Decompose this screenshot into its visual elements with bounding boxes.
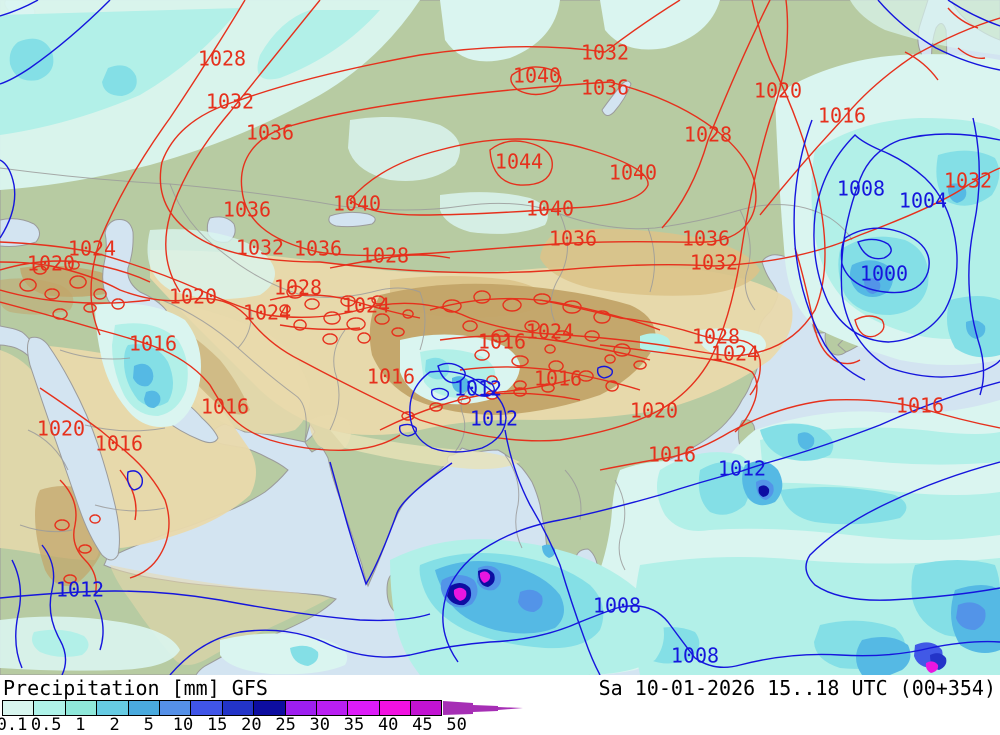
isobar-label: 1028 — [198, 47, 246, 71]
precip-scale-cell — [253, 700, 286, 716]
precip-scale-cell — [64, 700, 98, 716]
precip-scale-tick: 15 — [206, 715, 228, 735]
isobar-label: 1032 — [581, 41, 629, 65]
precip-scale-cell — [221, 700, 255, 716]
isobar-labels: 1028 1032 1040 1036 1020 1032 1016 1028 1036 1044… — [27, 41, 992, 668]
isobars-high — [0, 0, 1000, 596]
isobar-label: 1012 — [718, 457, 766, 481]
isobar-label: 1028 — [274, 276, 322, 300]
isobar-label: 1008 — [837, 177, 885, 201]
precip-scale-tick: 35 — [343, 715, 365, 735]
isobar-label: 1020 — [169, 285, 217, 309]
isobar-label: 1012 — [56, 578, 104, 602]
isobar-label: 1016 — [648, 443, 696, 467]
isobar-label: 1024 — [68, 237, 116, 261]
isobar-label: 1032 — [944, 169, 992, 193]
isobar-label: 1028 — [361, 244, 409, 268]
precip-scale-tick: 10 — [172, 715, 194, 735]
isobar-label: 1024 — [711, 342, 759, 366]
isobar-label: 1016 — [534, 367, 582, 391]
precip-scale-tick: 30 — [309, 715, 331, 735]
isobar-label: 1016 — [367, 365, 415, 389]
isobar-label: 1016 — [129, 332, 177, 356]
precip-scale-cell — [158, 700, 192, 716]
isobar-label: 1016 — [95, 432, 143, 456]
isobar-label: 1032 — [690, 251, 738, 275]
precip-scale-cell — [410, 700, 443, 716]
precip-scale-cell — [284, 700, 317, 716]
isobar-label: 1020 — [37, 417, 85, 441]
isobar-label: 1040 — [526, 197, 574, 221]
isobar-label: 1024 — [342, 294, 390, 318]
country-borders — [0, 167, 853, 571]
legend-bar: Precipitation [mm] GFS Sa 10-01-2026 15.… — [0, 675, 1000, 735]
isobar-label: 1028 — [692, 325, 740, 349]
isobar-label: 1040 — [609, 161, 657, 185]
precip-scale-tick: 0.1 — [0, 715, 28, 735]
precip-scale-tick: 20 — [241, 715, 262, 735]
precip-scale-tick: 25 — [275, 715, 296, 735]
isobar-label: 1020 — [27, 252, 75, 276]
precip-scale-cell — [127, 700, 160, 716]
precip-scale-tick: 5 — [143, 715, 154, 735]
isobars-low — [0, 0, 1000, 675]
isobar-label: 1044 — [495, 150, 543, 174]
isobar-label: 1008 — [593, 594, 641, 618]
precip-scale-cell — [378, 700, 412, 716]
precip-scale-cell — [2, 700, 35, 716]
isobar-label: 1016 — [896, 394, 944, 418]
precip-scale-arrow-icon — [443, 701, 523, 715]
precip-scale-ticks: 0.1 0.5 1 2 5 10 15 20 25 30 35 40 45 50 — [0, 715, 560, 735]
precip-scale-tick: 1 — [75, 715, 86, 735]
precip-scale-cell — [190, 700, 223, 716]
isobar-label: 1016 — [201, 395, 249, 419]
precip-scale-cells — [2, 700, 443, 716]
isobar-label: 1036 — [223, 198, 271, 222]
isobar-label: 1032 — [236, 236, 284, 260]
isobar-label: 1040 — [333, 192, 381, 216]
isobar-label: 1024 — [243, 301, 291, 325]
isobar-label: 1036 — [246, 121, 294, 145]
isobar-label: 1000 — [860, 262, 908, 286]
precip-scale-cell — [33, 700, 66, 716]
isobar-label: 1016 — [478, 330, 526, 354]
isobar-label: 1012 — [470, 407, 518, 431]
precip-scale-cell — [96, 700, 129, 716]
precip-scale-tick: 45 — [412, 715, 433, 735]
isobar-label: 1036 — [581, 76, 629, 100]
isobar-label: 1004 — [899, 189, 947, 213]
legend-datetime: Sa 10-01-2026 15..18 UTC (00+354) — [598, 676, 996, 700]
isobar-label: 1032 — [206, 90, 254, 114]
precip-scale-tick: 0.5 — [30, 715, 62, 735]
legend-title: Precipitation [mm] GFS — [3, 676, 268, 700]
isobar-label: 1040 — [513, 64, 561, 88]
precip-scale-tick: 2 — [109, 715, 120, 735]
isobar-label: 1008 — [671, 644, 719, 668]
isobar-label: 1020 — [754, 79, 802, 103]
precip-scale-cell — [315, 700, 349, 716]
isobar-label: 1036 — [682, 227, 730, 251]
precip-scale-tick: 50 — [446, 715, 467, 735]
isobar-label: 1020 — [630, 399, 678, 423]
isobar-label: 1016 — [818, 104, 866, 128]
isobar-label: 1012 — [454, 377, 502, 401]
precip-scale-tick: 40 — [377, 715, 399, 735]
isobar-label: 1036 — [294, 237, 342, 261]
isobar-label: 1036 — [549, 227, 597, 251]
isobar-label: 1024 — [526, 320, 574, 344]
map-canvas: 1028 1032 1040 1036 1020 1032 1016 1028 1036 1044… — [0, 0, 1000, 675]
weather-map: 1028 1032 1040 1036 1020 1032 1016 1028 1036 1044… — [0, 0, 1000, 675]
precip-scale-cell — [347, 700, 380, 716]
isobar-label: 1028 — [684, 123, 732, 147]
